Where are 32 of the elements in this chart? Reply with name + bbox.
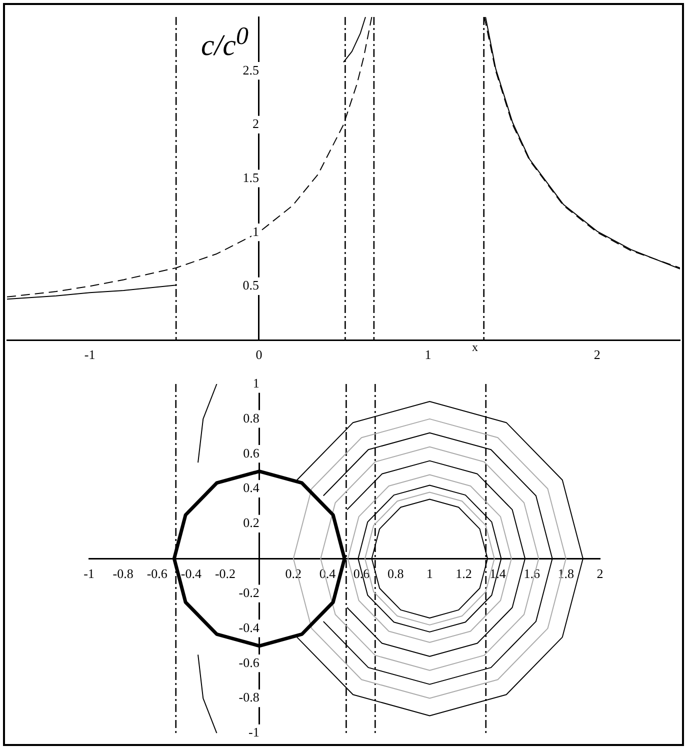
y-tick-label: 1 xyxy=(252,375,260,390)
x-tick-label: 0 xyxy=(256,347,262,362)
x-tick-label: -0.6 xyxy=(146,566,168,581)
y-tick-label: 0.2 xyxy=(243,515,260,530)
x-tick-label: 2 xyxy=(596,566,604,581)
x-tick-label: 1.2 xyxy=(456,566,472,581)
y-tick-label: 2.5 xyxy=(242,62,259,78)
y-tick-label: 2 xyxy=(252,116,259,132)
y-tick-label: -0.8 xyxy=(238,690,260,705)
y-tick-label: 0.4 xyxy=(243,480,260,496)
y-axis-title: c/c$^{0}$ xyxy=(201,23,248,63)
x-tick-label: -1 xyxy=(84,347,96,362)
x-tick-label: 1 xyxy=(426,566,433,581)
y-tick-label: 1.5 xyxy=(242,170,259,185)
y-tick-label: -0.6 xyxy=(238,654,260,670)
x-tick-label: -1 xyxy=(84,566,94,581)
y-tick-label: -0.2 xyxy=(238,584,260,600)
y-tick-label: 0.8 xyxy=(243,410,260,426)
y-tick-label: 1 xyxy=(252,224,259,239)
y-tick-label: 0.5 xyxy=(242,278,259,293)
x-tick-label: 1 xyxy=(424,347,432,362)
x-axis-title: x xyxy=(472,340,478,355)
x-tick-label: 2 xyxy=(594,347,600,362)
x-tick-label: -0.8 xyxy=(112,566,134,581)
y-tick-label: -1 xyxy=(248,724,260,740)
x-tick-label: -0.2 xyxy=(214,566,236,581)
x-tick-label: -0.4 xyxy=(180,566,202,581)
y-tick-label: 0.6 xyxy=(243,445,260,460)
y-tick-label: -0.4 xyxy=(238,620,260,635)
x-tick-label: 0.2 xyxy=(285,566,302,581)
x-tick-label: 1.8 xyxy=(558,566,574,581)
x-tick-label: 0.8 xyxy=(387,566,404,581)
